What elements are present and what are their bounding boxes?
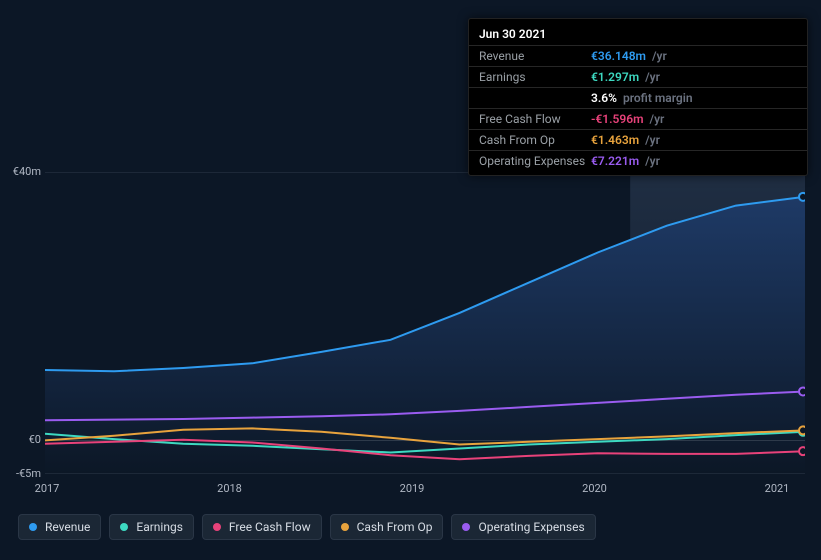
tooltip-row-revenue: Revenue€36.148m /yr: [469, 45, 807, 66]
legend-label: Operating Expenses: [478, 520, 584, 534]
legend-item-revenue[interactable]: Revenue: [18, 514, 101, 540]
legend-label: Earnings: [136, 520, 183, 534]
legend-dot-icon: [213, 523, 221, 531]
x-tick-label: 2020: [582, 482, 607, 495]
marker-cfo: [799, 426, 805, 434]
tooltip-label: Free Cash Flow: [479, 111, 591, 127]
y-tick-label: -€5m: [1, 467, 41, 480]
x-tick-label: 2018: [217, 482, 242, 495]
tooltip-row-earnings: Earnings€1.297m /yr: [469, 66, 807, 87]
legend-item-earnings[interactable]: Earnings: [109, 514, 194, 540]
tooltip-label: Operating Expenses: [479, 153, 591, 169]
tooltip-row-margin: 3.6% profit margin: [469, 87, 807, 108]
legend-item-fcf[interactable]: Free Cash Flow: [202, 514, 322, 540]
marker-fcf: [799, 447, 805, 455]
tooltip-unit: /yr: [649, 49, 667, 63]
y-tick-label: €40m: [1, 165, 41, 178]
tooltip-label: [479, 90, 591, 106]
legend-item-cfo[interactable]: Cash From Op: [330, 514, 444, 540]
tooltip-date: Jun 30 2021: [469, 23, 807, 45]
tooltip-unit: /yr: [647, 112, 665, 126]
tooltip-value: -€1.596m /yr: [591, 111, 664, 127]
legend-dot-icon: [120, 523, 128, 531]
marker-opex: [799, 387, 805, 395]
tooltip-value: 3.6% profit margin: [591, 90, 693, 106]
tooltip-value: €1.297m /yr: [591, 69, 660, 85]
tooltip-label: Cash From Op: [479, 132, 591, 148]
tooltip-value: €1.463m /yr: [591, 132, 660, 148]
y-tick-label: €0: [1, 433, 41, 446]
tooltip-unit: profit margin: [620, 91, 693, 105]
tooltip-row-opex: Operating Expenses€7.221m /yr: [469, 150, 807, 171]
tooltip-unit: /yr: [642, 154, 660, 168]
tooltip-value: €7.221m /yr: [591, 153, 660, 169]
tooltip-row-fcf: Free Cash Flow-€1.596m /yr: [469, 108, 807, 129]
chart-legend: Revenue Earnings Free Cash Flow Cash From O…: [18, 514, 596, 540]
x-tick-label: 2017: [35, 482, 60, 495]
tooltip-value: €36.148m /yr: [591, 48, 667, 64]
chart-tooltip: Jun 30 2021 Revenue€36.148m /yrEarnings€…: [468, 18, 808, 176]
tooltip-label: Revenue: [479, 48, 591, 64]
legend-dot-icon: [29, 523, 37, 531]
marker-revenue: [799, 193, 805, 201]
legend-dot-icon: [462, 523, 470, 531]
tooltip-unit: /yr: [642, 133, 660, 147]
financials-chart: { "chart":{ "type":"line", "width":821,"…: [0, 0, 821, 560]
legend-label: Revenue: [45, 520, 90, 534]
legend-dot-icon: [341, 523, 349, 531]
tooltip-label: Earnings: [479, 69, 591, 85]
tooltip-unit: /yr: [642, 70, 660, 84]
chart-plot[interactable]: [45, 172, 805, 474]
x-tick-label: 2021: [765, 482, 790, 495]
x-tick-label: 2019: [400, 482, 425, 495]
tooltip-row-cfo: Cash From Op€1.463m /yr: [469, 129, 807, 150]
legend-label: Cash From Op: [357, 520, 433, 534]
legend-item-opex[interactable]: Operating Expenses: [451, 514, 595, 540]
legend-label: Free Cash Flow: [229, 520, 311, 534]
